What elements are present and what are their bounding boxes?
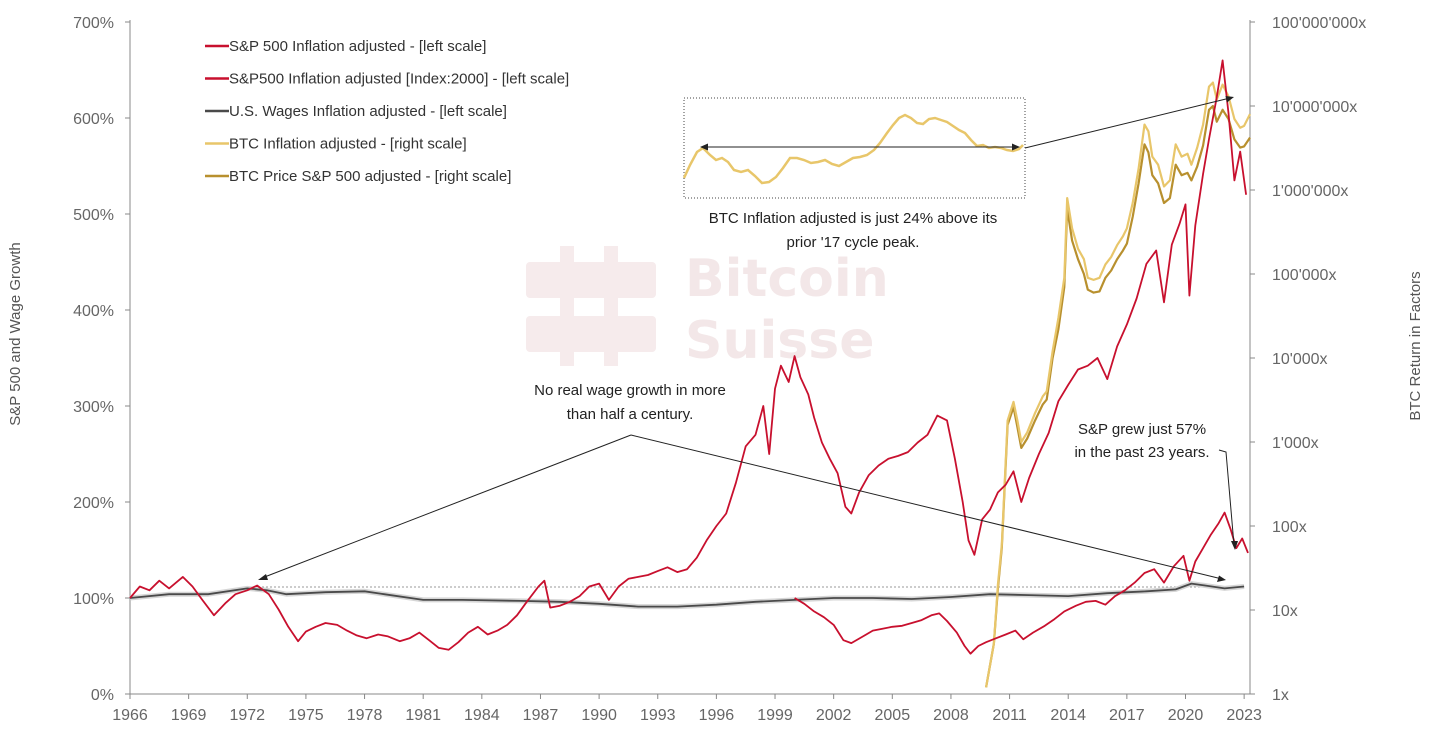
annotation-wages-line2: than half a century. bbox=[567, 406, 693, 423]
x-tick-label: 1972 bbox=[229, 707, 265, 724]
x-tick-label: 2020 bbox=[1168, 707, 1204, 724]
x-tick-label: 1993 bbox=[640, 707, 676, 724]
y-left-tick-label: 600% bbox=[73, 111, 114, 128]
legend-label: BTC Price S&P 500 adjusted - [right scal… bbox=[229, 168, 511, 185]
btc-zoom-inset bbox=[682, 96, 1234, 199]
x-tick-label: 1987 bbox=[523, 707, 559, 724]
y-right-tick-label: 10x bbox=[1272, 603, 1298, 620]
x-tick-label: 1975 bbox=[288, 707, 324, 724]
x-tick-label: 2008 bbox=[933, 707, 969, 724]
x-tick-label: 1999 bbox=[757, 707, 793, 724]
arrowhead-right-icon bbox=[1217, 575, 1226, 582]
annotation-btc-line1: BTC Inflation adjusted is just 24% above… bbox=[709, 210, 998, 227]
x-tick-label: 1984 bbox=[464, 707, 500, 724]
watermark-line-2: Suisse bbox=[685, 311, 874, 371]
legend: S&P 500 Inflation adjusted - [left scale… bbox=[205, 38, 569, 185]
y-left-tick-label: 0% bbox=[91, 687, 114, 704]
annotation-sp-line2: in the past 23 years. bbox=[1074, 444, 1209, 461]
x-tick-label: 1990 bbox=[581, 707, 617, 724]
btc-sp500-line bbox=[985, 104, 1251, 688]
y-right-tick-label: 1x bbox=[1272, 687, 1289, 704]
y-right-tick-label: 100x bbox=[1272, 519, 1307, 536]
x-tick-label: 2017 bbox=[1109, 707, 1145, 724]
annotation-sp-line1: S&P grew just 57% bbox=[1078, 421, 1206, 438]
arrowhead-left-icon bbox=[258, 574, 268, 580]
btc-inflation-line bbox=[985, 81, 1251, 688]
x-tick-label: 1966 bbox=[112, 707, 148, 724]
y-right-tick-label: 1'000'000x bbox=[1272, 183, 1348, 200]
y-axis-right-title: BTC Return in Factors bbox=[1407, 271, 1424, 420]
x-tick-label: 1981 bbox=[405, 707, 441, 724]
y-left-tick-label: 200% bbox=[73, 495, 114, 512]
inset-pointer-arrowhead-icon bbox=[1225, 96, 1234, 103]
annotation-sp-arrow bbox=[1218, 449, 1238, 550]
y-right-tick-label: 100'000'000x bbox=[1272, 15, 1366, 32]
x-tick-label: 2005 bbox=[875, 707, 911, 724]
x-tick-label: 2023 bbox=[1226, 707, 1262, 724]
y-right-tick-label: 1'000x bbox=[1272, 435, 1319, 452]
sp500-line bbox=[129, 59, 1247, 651]
y-left-tick-label: 300% bbox=[73, 399, 114, 416]
sp500-index2000-line bbox=[794, 511, 1249, 655]
annotation-btc-line2: prior '17 cycle peak. bbox=[787, 234, 920, 251]
inset-arrowhead-left-icon bbox=[700, 143, 708, 151]
x-axis-ticks: 1966 1969 1972 1975 1978 1981 1984 1987 1990 1993… bbox=[112, 694, 1262, 724]
series-layer bbox=[129, 59, 1251, 688]
x-tick-label: 2011 bbox=[992, 707, 1027, 724]
annotation-wages-arrows bbox=[258, 434, 1226, 582]
y-left-tick-label: 100% bbox=[73, 591, 114, 608]
legend-label: U.S. Wages Inflation adjusted - [left sc… bbox=[229, 103, 507, 120]
x-tick-label: 2014 bbox=[1050, 707, 1086, 724]
x-tick-label: 2002 bbox=[816, 707, 852, 724]
legend-label: S&P500 Inflation adjusted [Index:2000] -… bbox=[229, 71, 569, 88]
inset-frame bbox=[683, 97, 1026, 199]
watermark: Bitcoin Suisse bbox=[526, 246, 889, 371]
legend-label: S&P 500 Inflation adjusted - [left scale… bbox=[229, 38, 486, 55]
wages-line bbox=[129, 582, 1245, 608]
watermark-line-1: Bitcoin bbox=[685, 249, 889, 309]
x-tick-label: 1978 bbox=[347, 707, 383, 724]
inset-arrowhead-right-icon bbox=[1012, 143, 1020, 151]
inset-pointer-line bbox=[1024, 97, 1231, 149]
y-left-tick-label: 400% bbox=[73, 303, 114, 320]
y-axis-right-ticks: 1x 10x 100x 1'000x 10'000x 100'000x 1'000'000x… bbox=[1250, 15, 1366, 704]
y-left-tick-label: 700% bbox=[73, 15, 114, 32]
arrowhead-down-icon bbox=[1231, 541, 1238, 550]
y-left-tick-label: 500% bbox=[73, 207, 114, 224]
bitcoin-suisse-logo-icon bbox=[526, 246, 656, 366]
x-tick-label: 1996 bbox=[699, 707, 735, 724]
y-axis-left-title: S&P 500 and Wage Growth bbox=[7, 242, 24, 425]
y-right-tick-label: 10'000x bbox=[1272, 351, 1328, 368]
annotation-wages-line1: No real wage growth in more bbox=[534, 382, 726, 399]
legend-label: BTC Inflation adjusted - [right scale] bbox=[229, 136, 467, 153]
y-axis-left-ticks: 0% 100% 200% 300% 400% 500% 600% 700% bbox=[73, 15, 130, 704]
inset-btc-line bbox=[682, 113, 1024, 185]
x-tick-label: 1969 bbox=[171, 707, 207, 724]
y-right-tick-label: 100'000x bbox=[1272, 267, 1336, 284]
y-right-tick-label: 10'000'000x bbox=[1272, 99, 1357, 116]
